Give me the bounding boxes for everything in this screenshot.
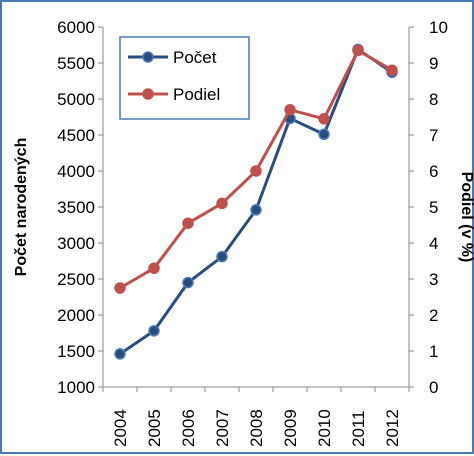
- x-tick-label: 2012: [383, 409, 402, 447]
- right-tick-label: 7: [429, 126, 438, 145]
- right-tick-label: 0: [429, 378, 438, 397]
- right-tick-label: 2: [429, 306, 438, 325]
- data-point-Počet: [148, 325, 160, 337]
- data-point-Podiel: [318, 113, 330, 125]
- right-tick-label: 5: [429, 198, 438, 217]
- right-axis-title: Podiel (v %): [458, 172, 474, 263]
- data-point-Podiel: [114, 282, 126, 294]
- left-tick-label: 4000: [57, 162, 95, 181]
- right-tick-label: 6: [429, 162, 438, 181]
- data-point-Podiel: [182, 217, 194, 229]
- legend-marker-Počet: [142, 51, 154, 63]
- left-tick-label: 2500: [57, 270, 95, 289]
- legend-label: Podiel: [173, 85, 220, 104]
- data-point-Podiel: [352, 44, 364, 57]
- right-tick-label: 10: [429, 18, 448, 37]
- x-tick-label: 2008: [247, 409, 266, 447]
- left-axis-title: Počet narodených: [13, 138, 30, 277]
- left-tick-label: 3000: [57, 234, 95, 253]
- data-point-Počet: [182, 276, 194, 289]
- left-tick-label: 5000: [57, 90, 95, 109]
- right-tick-label: 9: [429, 54, 438, 73]
- data-point-Počet: [318, 128, 330, 141]
- left-tick-label: 6000: [57, 18, 95, 37]
- data-point-Podiel: [386, 64, 398, 76]
- x-tick-label: 2007: [213, 409, 232, 447]
- x-tick-label: 2009: [281, 409, 300, 447]
- right-tick-label: 8: [429, 90, 438, 109]
- data-point-Podiel: [148, 262, 160, 274]
- left-tick-label: 3500: [57, 198, 95, 217]
- x-tick-label: 2011: [349, 410, 368, 447]
- legend-label: Počet: [173, 48, 217, 67]
- left-tick-label: 1500: [57, 342, 95, 361]
- left-tick-label: 5500: [57, 54, 95, 73]
- x-tick-label: 2005: [145, 409, 164, 447]
- data-point-Podiel: [216, 197, 228, 210]
- right-tick-label: 3: [429, 270, 438, 289]
- data-point-Počet: [216, 250, 228, 263]
- x-tick-label: 2006: [179, 409, 198, 447]
- data-point-Počet: [114, 348, 126, 360]
- legend-marker-Podiel: [142, 88, 154, 100]
- x-tick-label: 2010: [315, 409, 334, 447]
- data-point-Podiel: [284, 104, 296, 116]
- left-tick-label: 4500: [57, 126, 95, 145]
- right-tick-label: 1: [429, 342, 438, 361]
- left-tick-label: 1000: [57, 378, 95, 397]
- data-point-Podiel: [250, 165, 262, 177]
- right-tick-label: 4: [429, 234, 438, 253]
- data-point-Počet: [250, 204, 262, 216]
- legend-box: [119, 36, 250, 120]
- left-tick-label: 2000: [57, 306, 95, 325]
- x-tick-label: 2004: [111, 409, 130, 447]
